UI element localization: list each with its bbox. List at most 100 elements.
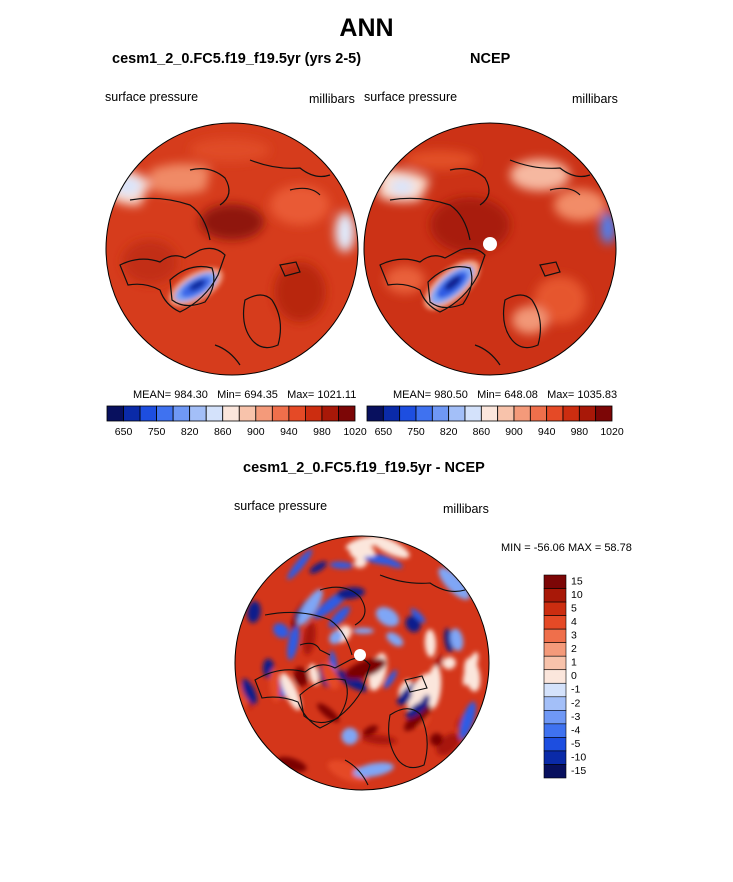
- colorbar-3-tick-label: 1: [571, 657, 577, 669]
- colorbar-1-tick-label: 650: [115, 426, 133, 438]
- colorbar-3-swatch: [543, 764, 567, 779]
- colorbar-2-swatch: [578, 405, 597, 422]
- colorbar-3-tick-label: -2: [571, 697, 580, 709]
- panel2-mean: MEAN= 980.50: [393, 389, 468, 401]
- map2-border: [363, 122, 617, 376]
- colorbar-1-tick-label: 900: [247, 426, 265, 438]
- diff-anomaly-blob: [308, 663, 319, 686]
- colorbar-3-swatch: [543, 696, 567, 711]
- panel2-units-label: millibars: [572, 92, 618, 106]
- colorbar-2-tick-label: 650: [375, 426, 393, 438]
- diff-anomaly-blob: [341, 727, 359, 745]
- diff-anomaly-blob: [273, 623, 289, 639]
- colorbar-1-tick-label: 860: [214, 426, 232, 438]
- colorbar-2-swatch: [529, 405, 548, 422]
- panel3-minmax: MIN = -56.06 MAX = 58.78: [501, 542, 632, 554]
- colorbar-1-swatch: [338, 405, 356, 422]
- colorbar-2-swatch: [497, 405, 515, 422]
- diff-anomaly-blob: [404, 704, 432, 732]
- colorbar-3-tick-label: -3: [571, 711, 580, 723]
- colorbar-3-tick-label: 3: [571, 630, 577, 642]
- panel2-max: Max= 1035.83: [547, 389, 618, 401]
- panel2-variable-label: surface pressure: [364, 90, 458, 104]
- panel1-units-label: millibars: [309, 92, 355, 106]
- colorbar-2-swatch: [546, 405, 564, 422]
- panel1-title: cesm1_2_0.FC5.f19_f19.5yr (yrs 2-5): [112, 51, 362, 67]
- colorbar-1-swatch: [205, 405, 224, 422]
- colorbar-2-tick-label: 900: [505, 426, 523, 438]
- diff-anomaly-blob: [459, 701, 476, 740]
- diff-anomaly-blob: [287, 624, 300, 661]
- colorbar-2-swatch: [431, 405, 450, 422]
- colorbar-3-tick-label: -15: [571, 765, 586, 777]
- colorbar-1-tick-label: 820: [181, 426, 199, 438]
- colorbar-3-swatch: [543, 574, 567, 589]
- colorbar-2-tick-label: 940: [538, 426, 556, 438]
- diff-anomaly-blob: [309, 561, 327, 574]
- colorbar-2: 650 750 820 860 900 940 980 1020: [366, 405, 624, 438]
- map2-pole-mask: [483, 237, 497, 251]
- diff-anomaly-blob: [442, 656, 456, 670]
- diff-anomaly-blob: [329, 630, 343, 645]
- diff-anomaly-blob: [364, 556, 399, 566]
- map3-coastlines: [254, 544, 481, 786]
- diff-anomaly-blob: [430, 733, 443, 746]
- colorbar-1-swatch: [156, 405, 174, 422]
- diff-anomaly-blob: [276, 756, 307, 772]
- colorbar-1-swatch: [172, 405, 191, 422]
- panel2-title: NCEP: [470, 51, 511, 67]
- colorbar-3-swatch: [543, 710, 567, 725]
- colorbar-1-swatch: [189, 405, 207, 422]
- colorbar-3-tick-label: -10: [571, 751, 586, 763]
- diff-anomaly-blob: [353, 762, 394, 778]
- diff-anomaly-blob: [405, 615, 421, 633]
- diff-anomaly-blob: [336, 670, 368, 692]
- colorbar-1-swatch: [222, 405, 240, 422]
- colorbar-1-swatch: [255, 405, 273, 422]
- colorbar-2-tick-label: 820: [440, 426, 458, 438]
- panel2-min: Min= 648.08: [477, 389, 538, 401]
- diff-anomaly-blob: [269, 668, 281, 703]
- diff-anomaly-blob: [321, 661, 340, 690]
- panel1-max: Max= 1021.11: [287, 389, 357, 401]
- panel2-stats: MEAN= 980.50 Min= 648.08 Max= 1035.83: [393, 389, 617, 401]
- diff-anomaly-blob: [411, 673, 432, 698]
- colorbar-2-swatch: [513, 405, 531, 422]
- colorbar-1-swatch: [139, 405, 157, 422]
- diff-anomaly-blob: [424, 629, 437, 658]
- colorbar-3-tick-label: 10: [571, 589, 583, 601]
- colorbar-3: 15 10 54 32 10 -1-2 -3-4 -5-10 -15: [543, 574, 586, 779]
- diff-anomaly-blob: [336, 587, 365, 600]
- colorbar-3-tick-label: 15: [571, 575, 583, 587]
- diff-anomaly-blob: [375, 607, 400, 627]
- colorbar-3-swatch: [543, 669, 567, 684]
- colorbar-3-swatch: [543, 642, 567, 657]
- colorbar-3-swatch: [543, 615, 567, 630]
- colorbar-1-swatch: [271, 405, 290, 422]
- colorbar-1-swatch: [106, 405, 124, 422]
- colorbar-1-swatch: [123, 405, 141, 422]
- colorbar-1: 650 750 820 860 900 940 980 1020: [106, 405, 367, 438]
- colorbar-2-swatch: [480, 405, 499, 422]
- colorbar-3-swatch: [543, 601, 567, 616]
- map2: [363, 122, 617, 376]
- diff-anomaly-blob: [450, 628, 464, 651]
- colorbar-3-tick-label: -4: [571, 724, 580, 736]
- diff-anomaly-blob: [352, 627, 374, 634]
- colorbar-1-tick-label: 750: [148, 426, 166, 438]
- colorbar-3-tick-label: -1: [571, 684, 580, 696]
- colorbar-2-swatch: [399, 405, 417, 422]
- panel1-variable-label: surface pressure: [105, 90, 199, 104]
- map1: [105, 122, 359, 376]
- diff-anomaly-blob: [317, 703, 340, 723]
- colorbar-2-tick-label: 750: [407, 426, 425, 438]
- colorbar-3-swatch: [543, 750, 567, 765]
- diff-anomaly-blob: [438, 567, 470, 600]
- colorbar-3-tick-label: 2: [571, 643, 577, 655]
- diff-anomaly-blob: [362, 725, 378, 736]
- map1-border: [105, 122, 359, 376]
- map3-pole-mask: [354, 649, 366, 661]
- colorbar-2-swatch: [415, 405, 433, 422]
- colorbar-1-swatch: [304, 405, 323, 422]
- colorbar-1-tick-label: 980: [313, 426, 331, 438]
